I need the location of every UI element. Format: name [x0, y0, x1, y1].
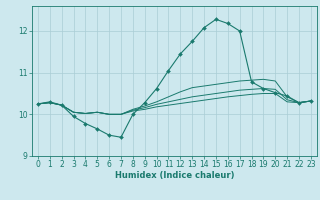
X-axis label: Humidex (Indice chaleur): Humidex (Indice chaleur) — [115, 171, 234, 180]
